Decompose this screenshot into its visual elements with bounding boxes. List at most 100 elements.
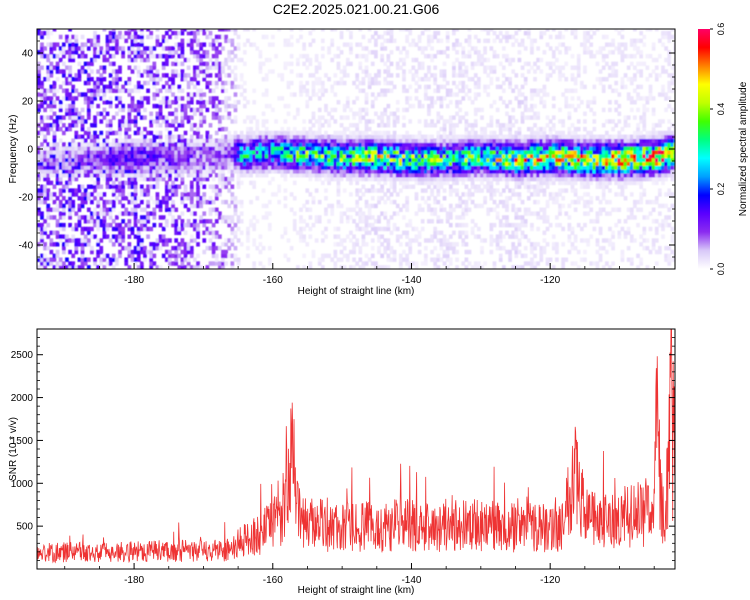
- heatmap-cell: [58, 84, 63, 90]
- heatmap-cell: [199, 199, 203, 205]
- heatmap-cell: [90, 215, 94, 220]
- heatmap-cell: [427, 153, 431, 159]
- heatmap-cell: [133, 149, 138, 155]
- heatmap-cell: [105, 165, 110, 170]
- heatmap-cell: [455, 92, 459, 97]
- heatmap-cell: [261, 165, 266, 170]
- heatmap-cell: [308, 130, 313, 136]
- heatmap-cell: [183, 73, 188, 78]
- heatmap-cell: [452, 80, 456, 86]
- heatmap-cell: [246, 173, 250, 178]
- heatmap-cell: [477, 77, 481, 82]
- heatmap-cell: [136, 219, 141, 224]
- heatmap-cell: [255, 123, 260, 128]
- heatmap-cell: [489, 196, 494, 201]
- heatmap-cell: [374, 111, 378, 116]
- heatmap-cell: [423, 261, 428, 266]
- heatmap-cell: [136, 80, 141, 86]
- heatmap-cell: [86, 153, 91, 159]
- heatmap-cell: [367, 149, 372, 155]
- heatmap-cell: [249, 161, 253, 166]
- heatmap-cell: [133, 115, 138, 120]
- heatmap-cell: [74, 88, 79, 93]
- heatmap-cell: [214, 257, 219, 262]
- heatmap-cell: [58, 100, 63, 105]
- heatmap-cell: [152, 165, 157, 170]
- heatmap-cell: [458, 196, 463, 201]
- heatmap-cell: [171, 169, 175, 174]
- heatmap-cell: [127, 53, 132, 59]
- heatmap-cell: [155, 203, 160, 209]
- heatmap-cell: [46, 215, 51, 220]
- heatmap-cell: [324, 226, 328, 232]
- heatmap-cell: [221, 242, 225, 247]
- heatmap-cell: [37, 176, 41, 182]
- heatmap-cell: [233, 196, 238, 201]
- heatmap-cell: [189, 245, 194, 251]
- heatmap-cell: [202, 238, 207, 243]
- heatmap-cell: [364, 92, 369, 97]
- heatmap-cell: [146, 215, 150, 220]
- heatmap-cell: [345, 103, 350, 109]
- heatmap-cell: [186, 73, 191, 78]
- heatmap-cell: [202, 157, 207, 163]
- heatmap-cell: [174, 149, 179, 155]
- heatmap-cell: [452, 176, 456, 182]
- heatmap-cell: [501, 142, 506, 147]
- heatmap-cell: [65, 92, 69, 97]
- heatmap-cell: [448, 188, 453, 193]
- heatmap-cell: [136, 169, 141, 174]
- heatmap-cell: [180, 115, 185, 120]
- heatmap-cell: [473, 161, 478, 166]
- heatmap-cell: [436, 253, 441, 259]
- heatmap-cell: [452, 142, 456, 147]
- heatmap-cell: [46, 222, 51, 228]
- heatmap-cell: [392, 211, 397, 216]
- heatmap-cell: [423, 188, 428, 193]
- heatmap-cell: [402, 46, 406, 51]
- heatmap-cell: [93, 180, 97, 186]
- heatmap-cell: [55, 222, 60, 228]
- heatmap-cell: [448, 257, 453, 262]
- heatmap-cell: [414, 80, 419, 86]
- heatmap-cell: [199, 96, 203, 101]
- heatmap-cell: [320, 146, 325, 151]
- heatmap-cell: [483, 130, 487, 136]
- heatmap-cell: [218, 115, 222, 120]
- heatmap-cell: [448, 134, 453, 140]
- heatmap-cell: [52, 153, 57, 159]
- heatmap-cell: [221, 199, 225, 205]
- heatmap-cell: [361, 77, 366, 82]
- heatmap-cell: [339, 142, 344, 147]
- heatmap-cell: [65, 34, 69, 40]
- heatmap-cell: [71, 138, 76, 143]
- heatmap-cell: [239, 138, 244, 143]
- heatmap-cell: [96, 142, 101, 147]
- heatmap-cell: [452, 180, 456, 186]
- heatmap-cell: [133, 119, 138, 124]
- heatmap-cell: [495, 142, 500, 147]
- heatmap-cell: [233, 230, 238, 236]
- heatmap-cell: [196, 146, 200, 151]
- heatmap-cell: [196, 176, 200, 182]
- heatmap-cell: [133, 215, 138, 220]
- heatmap-cell: [483, 199, 487, 205]
- heatmap-cell: [121, 115, 125, 120]
- heatmap-cell: [164, 126, 169, 132]
- heatmap-cell: [199, 46, 203, 51]
- heatmap-cell: [189, 192, 194, 197]
- heatmap-cell: [139, 176, 144, 182]
- heatmap-cell: [355, 53, 360, 59]
- heatmap-cell: [227, 53, 232, 59]
- heatmap-cell: [480, 161, 484, 166]
- heatmap-cell: [105, 253, 110, 259]
- heatmap-cell: [383, 30, 388, 36]
- heatmap-cell: [480, 153, 484, 159]
- heatmap-cell: [61, 69, 66, 74]
- heatmap-cell: [233, 253, 238, 259]
- heatmap-cell: [214, 211, 219, 216]
- heatmap-cell: [180, 257, 185, 262]
- heatmap-cell: [433, 176, 438, 182]
- heatmap-cell: [333, 173, 338, 178]
- heatmap-cell: [68, 42, 72, 47]
